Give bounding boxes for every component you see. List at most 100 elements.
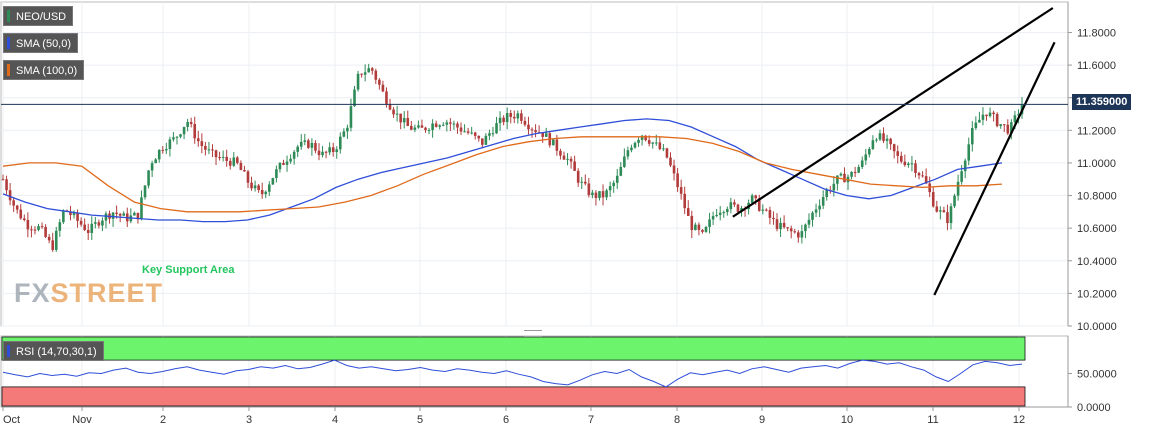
candle-body-up xyxy=(147,170,150,186)
candle-body-up xyxy=(623,156,626,167)
candle-body-up xyxy=(836,175,839,184)
candle-body-down xyxy=(44,226,47,237)
price-axis-label: 11.0000 xyxy=(1077,158,1116,170)
candle-body-up xyxy=(275,169,278,179)
candle-body-down xyxy=(204,145,207,150)
candle-body-up xyxy=(963,160,967,172)
candle-body-down xyxy=(473,132,477,136)
key-support-annotation: Key Support Area xyxy=(142,264,235,276)
candle-body-down xyxy=(647,140,651,144)
candle-body-up xyxy=(491,133,495,135)
candle-body-down xyxy=(942,210,946,213)
rsi-overbought-zone xyxy=(1,336,1026,361)
candle-body-up xyxy=(878,133,882,140)
candle-body-up xyxy=(871,140,875,149)
candle-body-down xyxy=(392,109,395,115)
candle-body-down xyxy=(193,124,197,139)
candle-body-up xyxy=(179,134,182,137)
candle-body-down xyxy=(214,150,218,158)
candle-body-up xyxy=(750,195,754,203)
candle-body-down xyxy=(899,155,903,162)
candle-body-up xyxy=(654,142,658,144)
candle-body-up xyxy=(978,119,981,123)
candle-body-up xyxy=(165,148,168,151)
candle-body-up xyxy=(367,68,371,73)
candle-body-up xyxy=(417,125,420,128)
candle-body-up xyxy=(544,133,548,137)
candle-body-up xyxy=(310,142,314,148)
candle-body-up xyxy=(101,220,104,226)
candle-body-down xyxy=(797,232,800,238)
symbol-legend[interactable]: NEO/USD xyxy=(3,6,74,26)
candle-body-down xyxy=(921,175,924,177)
candle-body-up xyxy=(441,124,445,126)
candle-body-up xyxy=(970,128,974,145)
price-axis-label: 10.8000 xyxy=(1077,191,1117,203)
candle-body-down xyxy=(449,122,452,124)
candle-body-down xyxy=(889,138,892,145)
candle-body-up xyxy=(505,113,509,123)
candle-body-up xyxy=(1017,114,1020,116)
candle-body-up xyxy=(811,212,814,220)
candle-body-down xyxy=(555,139,559,151)
candle-body-down xyxy=(161,149,165,151)
x-axis-label: 3 xyxy=(246,414,252,426)
candle-body-up xyxy=(1013,115,1017,123)
candle-body-up xyxy=(395,113,399,115)
candle-body-down xyxy=(374,70,378,80)
candle-body-down xyxy=(399,113,402,123)
candle-body-down xyxy=(381,84,385,92)
candle-body-down xyxy=(946,212,949,224)
candle-body-up xyxy=(1010,122,1013,134)
candle-body-up xyxy=(552,139,555,146)
candle-body-up xyxy=(633,142,637,148)
candle-body-down xyxy=(786,227,789,229)
candle-body-up xyxy=(264,191,268,195)
candle-body-up xyxy=(974,122,978,129)
candle-body-up xyxy=(438,125,442,127)
candle-body-down xyxy=(928,183,931,193)
candle-body-up xyxy=(960,171,963,182)
candle-body-down xyxy=(196,138,200,142)
price-axis-label: 10.6000 xyxy=(1077,223,1117,235)
candle-body-up xyxy=(37,226,40,230)
candle-body-up xyxy=(818,205,821,210)
candle-body-up xyxy=(413,127,417,130)
logo-fx: FX xyxy=(14,278,51,308)
candle-body-up xyxy=(761,209,765,211)
candle-body-down xyxy=(512,116,516,119)
candle-body-up xyxy=(615,175,619,183)
candle-body-up xyxy=(662,148,665,150)
candle-body-up xyxy=(694,224,697,231)
candle-body-down xyxy=(754,195,758,199)
candle-body-down xyxy=(765,209,768,211)
candle-body-down xyxy=(569,158,573,162)
candle-body-up xyxy=(708,219,711,227)
candle-body-down xyxy=(370,68,374,71)
pane-resize-handle[interactable] xyxy=(524,330,542,337)
candle-body-down xyxy=(317,150,321,156)
candle-body-down xyxy=(307,140,310,148)
candle-body-down xyxy=(434,123,438,127)
candle-body-down xyxy=(594,192,598,198)
candle-body-up xyxy=(651,142,655,144)
candle-body-up xyxy=(267,184,271,192)
candle-body-up xyxy=(182,126,186,135)
candle-body-up xyxy=(821,197,825,206)
candle-body-up xyxy=(321,151,324,156)
candle-body-down xyxy=(559,150,562,156)
rsi-legend[interactable]: RSI (14,70,30,1) xyxy=(3,341,104,361)
candle-body-down xyxy=(701,229,704,232)
candle-body-up xyxy=(207,149,211,151)
sma100-legend[interactable]: SMA (100,0) xyxy=(3,60,85,80)
candle-body-up xyxy=(150,163,154,171)
candle-body-up xyxy=(271,178,275,185)
sma50-legend[interactable]: SMA (50,0) xyxy=(3,33,79,53)
candle-body-down xyxy=(917,173,921,176)
candle-body-up xyxy=(860,160,864,167)
price-axis-label: 11.8000 xyxy=(1077,27,1116,39)
price-axis-label: 10.0000 xyxy=(1077,321,1117,333)
candle-body-up xyxy=(498,117,502,124)
candle-body-up xyxy=(143,185,147,198)
